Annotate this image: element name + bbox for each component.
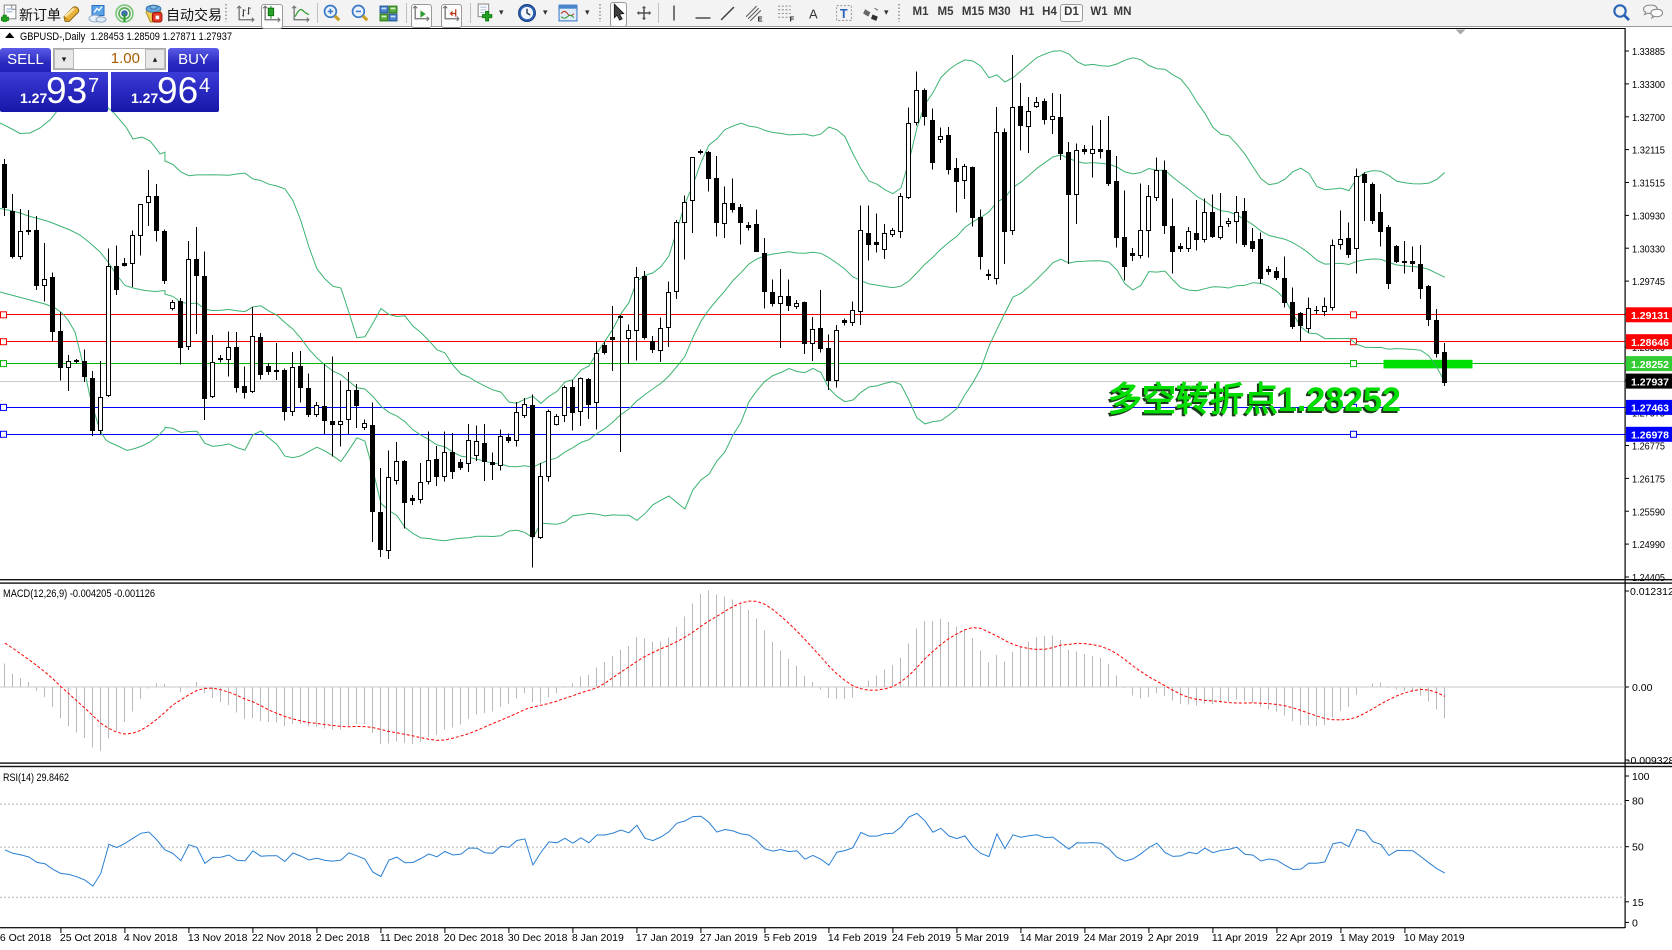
svg-text:MACD(12,26,9) -0.004205 -0.001: MACD(12,26,9) -0.004205 -0.001126 (3, 588, 155, 600)
svg-text:1.26775: 1.26775 (1632, 441, 1665, 453)
svg-text:0: 0 (1632, 917, 1638, 929)
svg-text:16 Oct 2018: 16 Oct 2018 (0, 932, 51, 944)
svg-text:1.30330: 1.30330 (1632, 243, 1665, 255)
svg-text:30 Dec 2018: 30 Dec 2018 (508, 932, 568, 944)
svg-text:1.33300: 1.33300 (1632, 79, 1665, 91)
svg-text:4 Nov 2018: 4 Nov 2018 (124, 932, 178, 944)
svg-text:1.25590: 1.25590 (1632, 506, 1665, 518)
svg-text:11 Dec 2018: 11 Dec 2018 (380, 932, 439, 944)
svg-text:GBPUSD-,Daily 1.28453 1.28509: GBPUSD-,Daily 1.28453 1.28509 1.27871 1.… (20, 31, 232, 43)
svg-text:1.31515: 1.31515 (1632, 178, 1665, 190)
svg-text:10 May 2019: 10 May 2019 (1404, 932, 1465, 944)
svg-text:0.00: 0.00 (1632, 682, 1653, 694)
svg-text:1.33885: 1.33885 (1632, 46, 1665, 58)
svg-text:1 May 2019: 1 May 2019 (1340, 932, 1395, 944)
svg-text:13 Nov 2018: 13 Nov 2018 (188, 932, 248, 944)
svg-text:RSI(14) 29.8462: RSI(14) 29.8462 (3, 772, 69, 784)
svg-text:1.27463: 1.27463 (1631, 403, 1669, 415)
svg-text:5 Feb 2019: 5 Feb 2019 (764, 932, 817, 944)
svg-text:14 Mar 2019: 14 Mar 2019 (1020, 932, 1079, 944)
svg-text:E: E (758, 14, 763, 22)
svg-text:17 Jan 2019: 17 Jan 2019 (636, 932, 694, 944)
svg-text:15: 15 (1632, 897, 1644, 909)
svg-text:-0.009328: -0.009328 (1627, 755, 1672, 767)
svg-text:14 Feb 2019: 14 Feb 2019 (828, 932, 887, 944)
svg-text:80: 80 (1632, 796, 1644, 808)
svg-text:22 Apr 2019: 22 Apr 2019 (1276, 932, 1333, 944)
svg-text:1.24405: 1.24405 (1632, 572, 1665, 584)
svg-text:1.28646: 1.28646 (1631, 337, 1669, 349)
svg-text:11 Apr 2019: 11 Apr 2019 (1212, 932, 1268, 944)
svg-text:1.26175: 1.26175 (1632, 473, 1665, 485)
svg-text:8 Jan 2019: 8 Jan 2019 (572, 932, 624, 944)
svg-text:1.30930: 1.30930 (1632, 210, 1665, 222)
svg-text:2 Apr 2019: 2 Apr 2019 (1148, 932, 1199, 944)
svg-text:A: A (809, 7, 818, 22)
svg-text:100: 100 (1632, 771, 1650, 783)
svg-text:24 Mar 2019: 24 Mar 2019 (1084, 932, 1143, 944)
svg-text:20 Dec 2018: 20 Dec 2018 (444, 932, 504, 944)
svg-text:1.29745: 1.29745 (1632, 276, 1665, 288)
svg-text:1.32115: 1.32115 (1632, 145, 1665, 157)
svg-text:25 Oct 2018: 25 Oct 2018 (60, 932, 117, 944)
svg-text:0.012312: 0.012312 (1630, 586, 1672, 598)
svg-text:22 Nov 2018: 22 Nov 2018 (252, 932, 312, 944)
svg-text:2 Dec 2018: 2 Dec 2018 (316, 932, 370, 944)
svg-text:1.29131: 1.29131 (1631, 310, 1669, 322)
svg-text:F: F (790, 14, 795, 22)
svg-text:T: T (840, 7, 848, 21)
svg-text:1.24990: 1.24990 (1632, 539, 1665, 551)
svg-text:1.26978: 1.26978 (1631, 430, 1669, 442)
svg-text:24 Feb 2019: 24 Feb 2019 (892, 932, 951, 944)
svg-text:1.28252: 1.28252 (1631, 359, 1669, 371)
svg-text:1.27937: 1.27937 (1631, 376, 1669, 388)
svg-text:27 Jan 2019: 27 Jan 2019 (700, 932, 758, 944)
svg-text:5 Mar 2019: 5 Mar 2019 (956, 932, 1009, 944)
svg-text:50: 50 (1632, 842, 1644, 854)
svg-text:1.32700: 1.32700 (1632, 112, 1665, 124)
